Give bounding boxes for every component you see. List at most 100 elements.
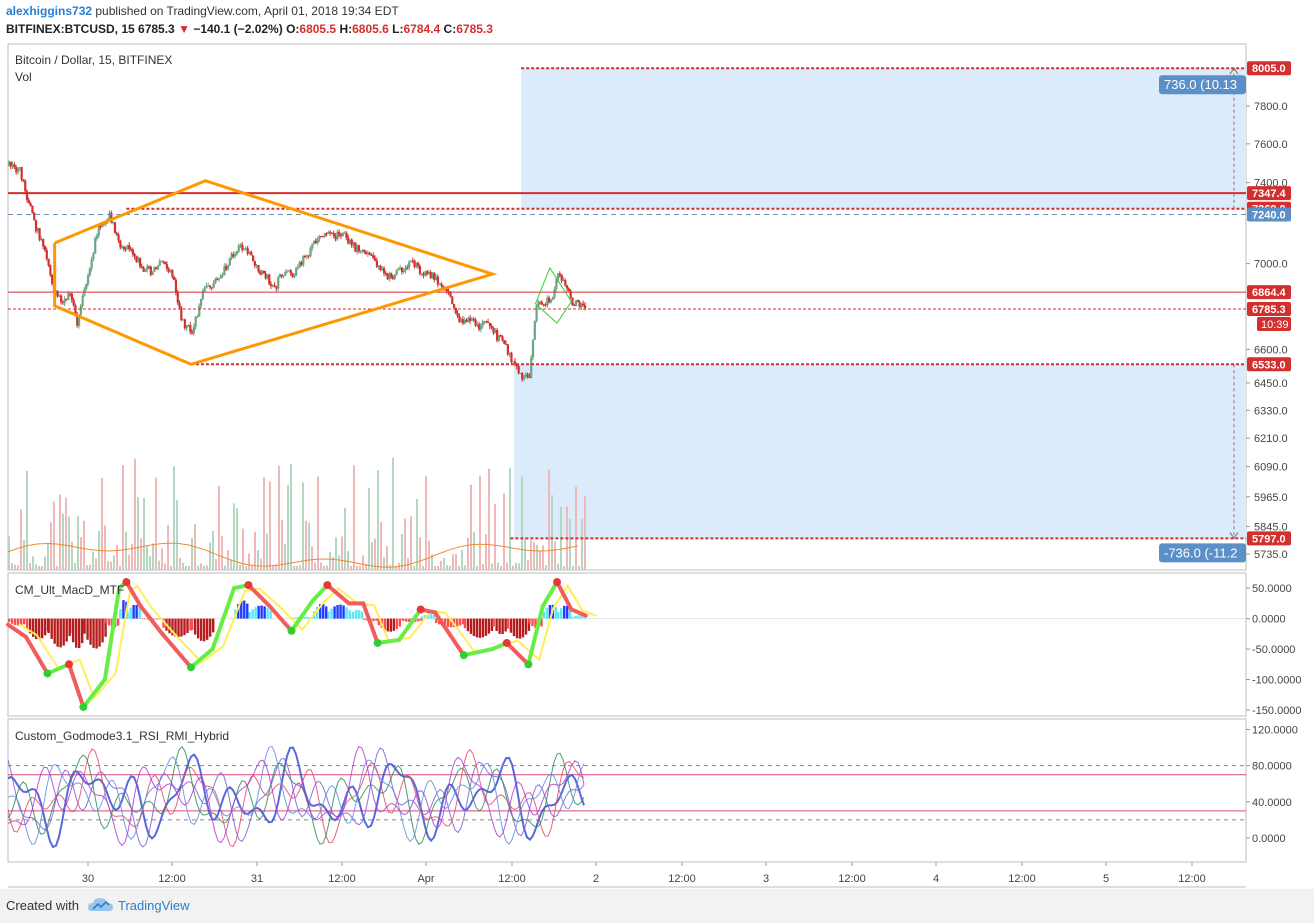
volume-bar	[242, 528, 244, 570]
tradingview-brand[interactable]: TradingView	[118, 898, 190, 913]
macd-cross-dot	[373, 638, 382, 647]
macd-hist-bar	[577, 615, 580, 619]
candle-body	[368, 252, 371, 255]
volume-bar	[8, 535, 10, 570]
candle-body	[99, 225, 102, 227]
macd-cross-dot	[187, 663, 196, 672]
volume-bar	[437, 565, 439, 570]
candle-body	[56, 291, 59, 297]
macd-line-segment	[23, 634, 50, 676]
candle-body	[522, 377, 526, 380]
volume-bar	[188, 565, 190, 570]
macd-hist-bar	[548, 605, 552, 619]
candle-body	[169, 270, 172, 272]
candle-body	[363, 249, 366, 252]
candle-body	[61, 301, 65, 304]
candle-body	[203, 288, 206, 292]
candle-body	[225, 266, 228, 270]
candle-body	[70, 293, 73, 300]
candle-body	[282, 275, 285, 277]
macd-tick-label: 50.0000	[1252, 583, 1292, 595]
macd-hist-bar	[116, 618, 120, 626]
volume-bar	[17, 565, 19, 570]
macd-hist-bar	[375, 618, 378, 621]
macd-hist-bar	[47, 618, 50, 634]
volume-bar	[380, 522, 382, 570]
volume-bar	[53, 501, 55, 570]
volume-bar	[362, 555, 364, 570]
open-label: O:	[286, 22, 300, 36]
volume-bar	[317, 476, 319, 570]
candle-body	[130, 249, 133, 251]
macd-hist-bar	[569, 607, 572, 619]
volume-bar	[536, 544, 538, 570]
candle-body	[582, 303, 585, 306]
candle-body	[131, 249, 134, 255]
volume-bar	[167, 524, 169, 570]
candle-body	[348, 239, 352, 244]
candle-body	[278, 274, 282, 278]
macd-hist-bar	[240, 600, 243, 619]
macd-hist-bar	[158, 618, 162, 620]
volume-bar	[434, 565, 436, 570]
open-value: 6805.5	[299, 22, 337, 36]
candle-body	[313, 240, 316, 245]
volume-bar	[485, 534, 487, 570]
candle-body	[284, 271, 287, 276]
candle-body	[530, 357, 533, 378]
volume-bar	[146, 546, 148, 570]
candle-body	[205, 285, 208, 289]
macd-line-segment	[289, 598, 316, 633]
volume-bar	[128, 554, 130, 570]
macd-tick-label: -100.0000	[1252, 675, 1302, 687]
macd-hist-bar	[357, 610, 361, 619]
volume-bar	[176, 500, 178, 570]
candle-body	[388, 273, 391, 280]
candle-body	[155, 267, 158, 270]
chart-canvas[interactable]: Bitcoin / Dollar, 15, BITFINEX Vol 7800.0 7…	[0, 42, 1314, 889]
volume-bar	[578, 565, 580, 570]
price-tick-label: 6600.0	[1254, 344, 1288, 356]
price-tick-label: 7600.0	[1254, 139, 1288, 151]
candle-body	[40, 239, 43, 241]
volume-bar	[65, 497, 67, 570]
author-link[interactable]: alexhiggins732	[6, 4, 93, 18]
candle-body	[121, 246, 124, 248]
volume-bar	[110, 561, 112, 570]
volume-bar	[74, 562, 76, 570]
candle-body	[201, 291, 204, 299]
countdown-box	[1257, 317, 1291, 332]
volume-bar	[530, 540, 532, 570]
macd-cross-dot	[65, 660, 74, 669]
macd-hist-bar	[186, 618, 189, 634]
volume-bar	[119, 565, 121, 570]
volume-bar	[332, 556, 334, 570]
candle-body	[399, 267, 402, 269]
symbol-label: BITFINEX:BTCUSD, 15	[6, 22, 135, 36]
price-tag-box-4	[1247, 285, 1291, 300]
macd-hist-bar	[545, 607, 549, 619]
volume-bar	[569, 518, 571, 570]
volume-bar	[221, 536, 223, 570]
macd-hist-bar	[351, 611, 355, 619]
candle-body	[18, 167, 21, 169]
macd-hist-bar	[75, 618, 78, 648]
volume-bar	[533, 541, 535, 570]
macd-hist-bar	[132, 605, 135, 619]
candle-body	[569, 290, 572, 298]
macd-line-segment	[504, 640, 531, 667]
candle-body	[97, 225, 100, 236]
candle-body	[551, 297, 554, 300]
candle-body	[13, 164, 16, 168]
candle-body	[540, 302, 544, 305]
rsi-line-0	[7, 746, 585, 849]
macd-hist-bar	[197, 618, 200, 639]
candle-body	[490, 326, 493, 328]
macd-line-segment	[397, 607, 423, 642]
volume-bar	[131, 544, 133, 570]
candle-body	[386, 273, 389, 280]
high-label: H:	[339, 22, 353, 36]
candle-body	[60, 295, 63, 302]
candle-body	[359, 251, 362, 253]
volume-bar	[479, 475, 481, 570]
